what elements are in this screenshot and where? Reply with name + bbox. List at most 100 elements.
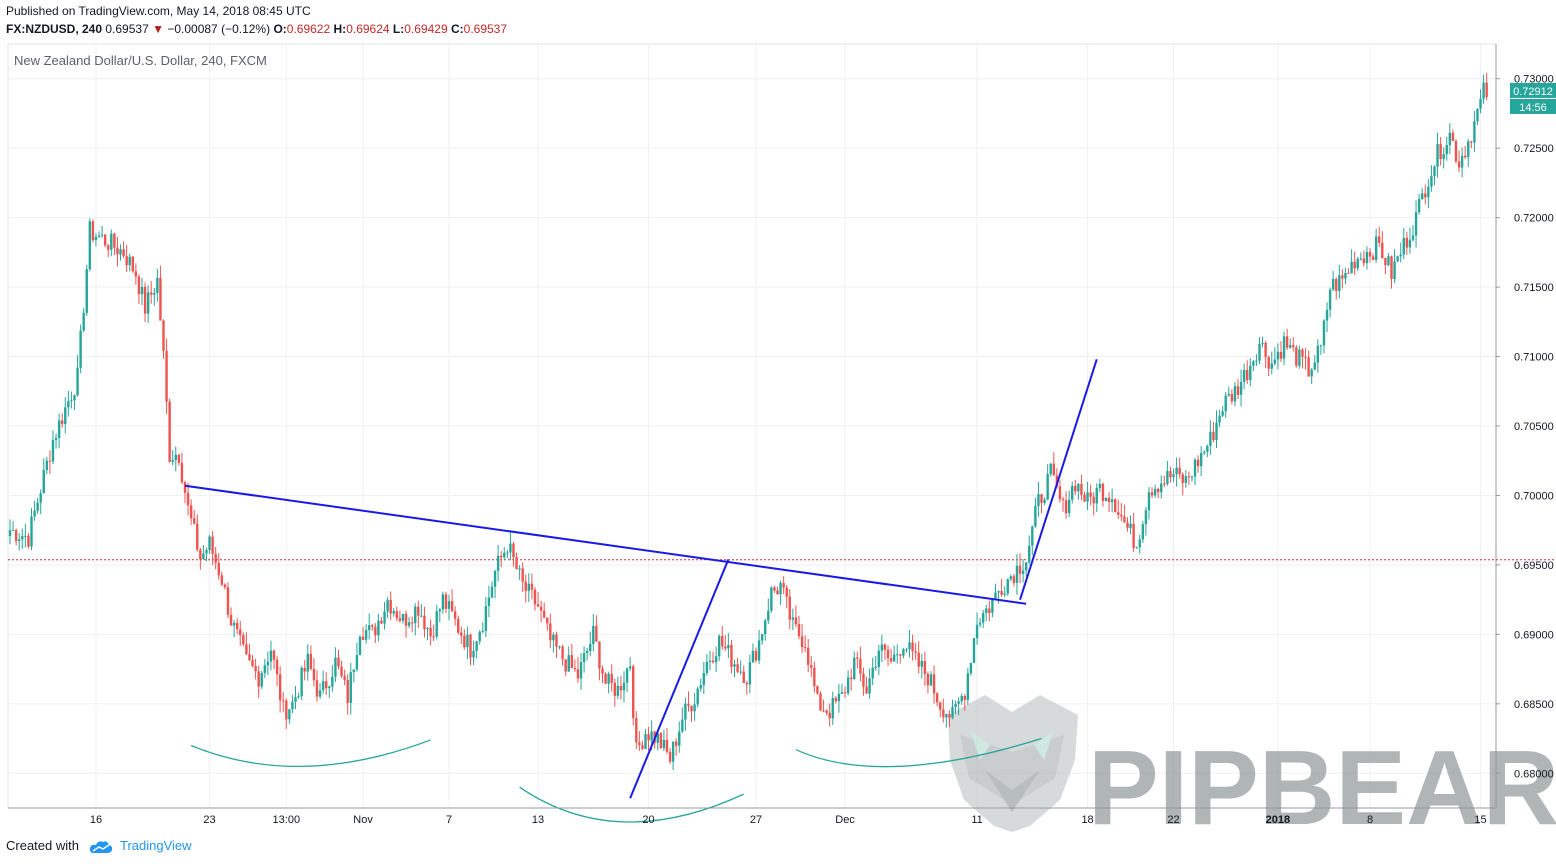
candle <box>374 623 377 644</box>
candle-body <box>441 594 445 610</box>
candle <box>500 551 503 568</box>
candle-body <box>607 673 610 684</box>
candle <box>79 324 82 374</box>
change-arrow-icon: ▼ <box>152 22 164 36</box>
candle-body <box>229 614 233 626</box>
y-tick-label: 0.68000 <box>1514 768 1554 780</box>
candle <box>834 696 838 704</box>
candle-body <box>1193 459 1197 477</box>
candle <box>708 651 712 671</box>
candle <box>579 653 583 690</box>
candle <box>220 571 224 587</box>
candle-body <box>404 614 408 626</box>
candle-body <box>1417 199 1421 213</box>
candle-body <box>622 682 626 691</box>
candle-body <box>1071 485 1074 500</box>
candle-body <box>1031 526 1034 546</box>
candle <box>632 664 635 726</box>
candle <box>625 667 629 692</box>
candle-body <box>628 666 632 669</box>
candle-body <box>1414 212 1418 236</box>
candle-body <box>1335 278 1338 291</box>
candle <box>1417 194 1421 215</box>
candle-body <box>235 622 239 630</box>
candle-body <box>1067 499 1071 514</box>
candle <box>457 615 460 635</box>
candle-body <box>1313 362 1316 370</box>
candle <box>14 528 18 546</box>
candle <box>573 659 577 672</box>
candle-body <box>1451 132 1455 142</box>
candle-body <box>110 233 113 250</box>
candle-body <box>88 221 92 270</box>
candle-body <box>515 557 518 570</box>
candle <box>1086 481 1089 511</box>
candle-body <box>1052 463 1055 476</box>
candle-body <box>816 686 819 694</box>
candle <box>1000 579 1003 597</box>
candle <box>447 594 451 621</box>
candle <box>598 641 601 681</box>
candle-body <box>146 292 150 314</box>
candle <box>1325 302 1329 333</box>
candle <box>819 691 822 712</box>
candle-body <box>945 714 948 718</box>
candle-body <box>819 693 822 711</box>
candle <box>1166 460 1169 486</box>
candle <box>193 509 196 525</box>
candle-body <box>1169 471 1172 478</box>
candle <box>1203 450 1206 456</box>
candle-body <box>598 641 601 669</box>
candle <box>972 637 976 664</box>
bear-logo-icon <box>948 695 1078 832</box>
candle <box>1199 446 1203 477</box>
candle <box>1175 457 1178 487</box>
candle-body <box>1353 261 1356 269</box>
candle-body <box>315 680 319 697</box>
candle-body <box>739 671 742 673</box>
candle <box>1282 331 1286 366</box>
candle-body <box>671 741 675 762</box>
candle-body <box>137 276 141 295</box>
candle <box>1160 475 1163 499</box>
candle <box>803 635 807 652</box>
candle-body <box>1006 579 1009 594</box>
candle-body <box>1153 488 1157 496</box>
candle <box>1067 490 1071 517</box>
candle-body <box>91 221 95 241</box>
candle <box>325 672 328 695</box>
candle <box>1172 468 1175 483</box>
candle-body <box>205 550 208 554</box>
candle <box>24 523 27 548</box>
candle-body <box>813 667 816 687</box>
candle <box>610 664 613 692</box>
candle <box>165 338 168 415</box>
tradingview-link[interactable]: TradingView <box>120 838 192 853</box>
candle-body <box>1101 483 1105 502</box>
candle <box>1365 246 1369 270</box>
candle <box>202 545 205 560</box>
candle-body <box>300 667 303 697</box>
candle <box>966 667 970 705</box>
candle <box>920 654 923 679</box>
candle <box>785 585 788 609</box>
candle <box>423 606 426 638</box>
candle <box>278 666 282 713</box>
candle-body <box>1058 486 1062 500</box>
candle-body <box>490 586 494 598</box>
candle-body <box>616 685 620 696</box>
candle-body <box>392 611 395 614</box>
candle-body <box>932 674 936 694</box>
candle <box>285 698 288 729</box>
candle <box>297 692 300 699</box>
candle-body <box>1227 393 1230 396</box>
candle-body <box>395 611 399 619</box>
candle <box>484 596 488 638</box>
candle <box>48 450 52 474</box>
candle <box>223 583 227 590</box>
candle <box>131 255 134 273</box>
candle-body <box>472 650 475 658</box>
candle <box>662 729 666 752</box>
candle-body <box>1479 98 1482 109</box>
